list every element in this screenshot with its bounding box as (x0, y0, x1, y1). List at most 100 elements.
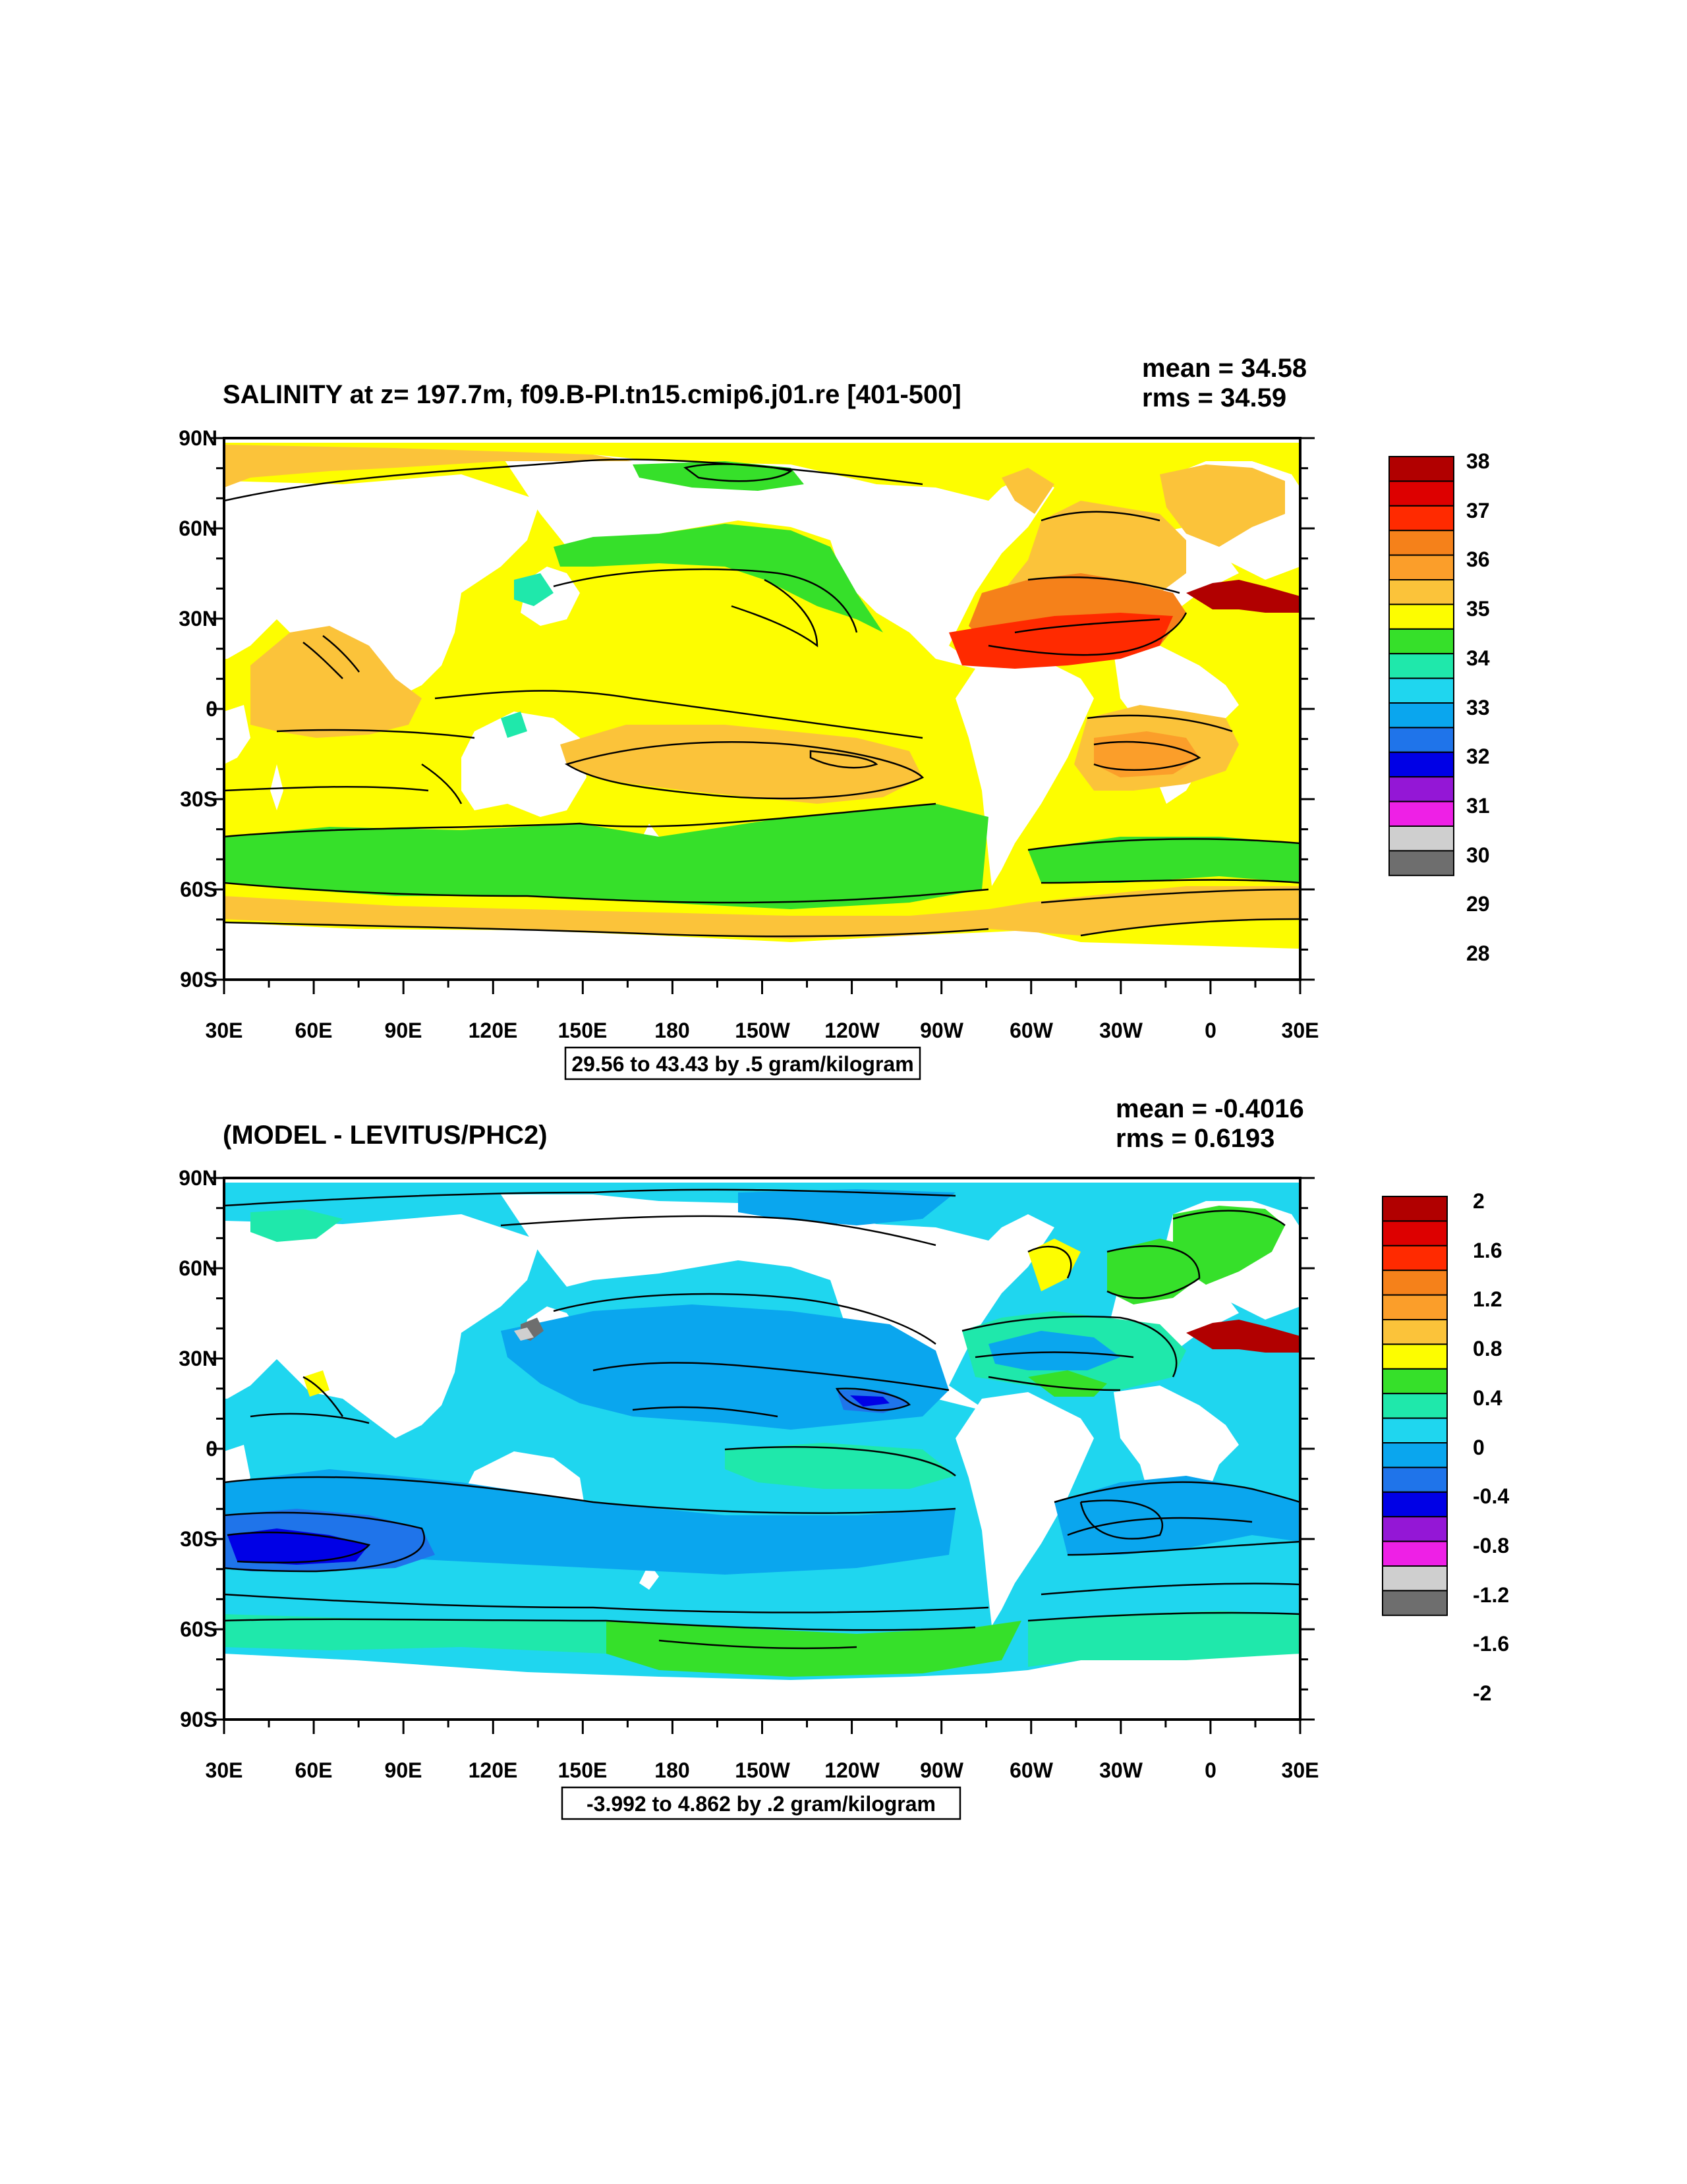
colorbar-swatch (1388, 751, 1454, 778)
colorbar-label: -0.4 (1473, 1484, 1509, 1508)
range-label: -3.992 to 4.862 by .2 gram/kilogram (586, 1792, 936, 1816)
colorbar-swatch (1382, 1442, 1448, 1469)
range-label-box (564, 1046, 921, 1080)
colorbar-swatch (1382, 1245, 1448, 1272)
colorbar-swatch (1382, 1590, 1448, 1616)
lon-axis-labels: 30E 60E 90E 120E 150E 180 150W 120W 90W … (206, 1758, 1319, 1782)
range-label-box (561, 1786, 961, 1820)
map-field (224, 438, 1300, 980)
lon-label: 90E (385, 1019, 422, 1042)
colorbar (1388, 456, 1454, 876)
lon-label: 150E (558, 1758, 608, 1782)
colorbar-swatch (1388, 653, 1454, 679)
lon-label: 30W (1099, 1019, 1143, 1042)
colorbar-swatch (1388, 850, 1454, 876)
colorbar-swatch (1382, 1294, 1448, 1320)
colorbar-label: 34 (1466, 646, 1490, 670)
lat-ticks (210, 1177, 1315, 1734)
colorbar-label: 28 (1466, 941, 1490, 965)
lon-label: 120W (824, 1758, 880, 1782)
colorbar-swatch (1388, 702, 1454, 729)
colorbar-swatch (1388, 505, 1454, 532)
lon-label: 180 (654, 1758, 689, 1782)
lon-label: 150E (558, 1019, 608, 1042)
rms-label: rms = 0.6193 (1116, 1124, 1274, 1153)
colorbar-swatch (1388, 727, 1454, 753)
colorbar-swatch (1382, 1540, 1448, 1567)
colorbar-swatch (1388, 677, 1454, 704)
colorbar-label: -1.6 (1473, 1632, 1509, 1656)
contour-lines (224, 459, 1300, 938)
colorbar-label: -2 (1473, 1681, 1491, 1705)
lon-label: 60W (1010, 1758, 1054, 1782)
lat-label: 90N (179, 426, 217, 450)
colorbar-swatch (1382, 1516, 1448, 1542)
colorbar-swatch (1382, 1220, 1448, 1246)
colorbar-swatch (1388, 554, 1454, 580)
lon-label: 0 (1205, 1019, 1216, 1042)
colorbar-swatch (1382, 1270, 1448, 1296)
colorbar-labels: 2 1.6 1.2 0.8 0.4 0 -0.4 -0.8 -1.2 -1.6 … (1473, 1189, 1509, 1705)
colorbar-swatch (1382, 1565, 1448, 1592)
lat-axis-labels: 90N 60N 30N 0 30S 60S 90S (179, 426, 217, 992)
lat-label: 0 (206, 1437, 217, 1461)
colorbar-label: 1.6 (1473, 1239, 1502, 1262)
colorbar-swatch (1382, 1393, 1448, 1419)
lat-label: 90N (179, 1166, 217, 1190)
colorbar-swatch (1388, 603, 1454, 630)
colorbar-swatch (1382, 1319, 1448, 1345)
colorbar-label: -0.8 (1473, 1534, 1509, 1557)
colorbar-swatch (1388, 800, 1454, 827)
salinity-regions (224, 445, 1300, 939)
lon-label: 30E (206, 1758, 243, 1782)
rms-label: rms = 34.59 (1142, 383, 1286, 412)
lon-axis-labels: 30E 60E 90E 120E 150E 180 150W 120W 90W … (206, 1019, 1319, 1042)
colorbar-label: 38 (1466, 449, 1490, 473)
lon-label: 30E (206, 1019, 243, 1042)
colorbar-swatch (1388, 776, 1454, 802)
lat-label: 0 (206, 697, 217, 721)
map-field (224, 1178, 1300, 1720)
lon-label: 60W (1010, 1019, 1054, 1042)
colorbar-swatch (1382, 1343, 1448, 1370)
lon-label: 60E (295, 1019, 333, 1042)
colorbar-swatch (1382, 1491, 1448, 1518)
lat-label: 30N (179, 607, 217, 630)
lon-label: 120E (469, 1758, 518, 1782)
mean-label: mean = -0.4016 (1116, 1094, 1304, 1123)
colorbar-label: 36 (1466, 547, 1490, 571)
colorbar-label: -1.2 (1473, 1583, 1509, 1607)
lon-label: 150W (735, 1019, 790, 1042)
colorbar-swatch (1388, 530, 1454, 556)
colorbar-label: 30 (1466, 843, 1490, 867)
lat-label: 30S (180, 1527, 217, 1551)
lat-label: 60S (180, 1617, 217, 1641)
lon-label: 90W (920, 1758, 964, 1782)
panel-title: (MODEL - LEVITUS/PHC2) (223, 1121, 548, 1150)
difference-regions (224, 1189, 1300, 1677)
lon-label: 120W (824, 1019, 880, 1042)
lat-label: 60S (180, 878, 217, 901)
lon-label: 90W (920, 1019, 964, 1042)
contour-lines (224, 1189, 1300, 1650)
colorbar-swatch (1388, 480, 1454, 507)
lat-ticks (210, 437, 1315, 994)
lon-label: 180 (654, 1019, 689, 1042)
lon-label: 30W (1099, 1758, 1143, 1782)
colorbar-swatch (1388, 628, 1454, 655)
range-label: 29.56 to 43.43 by .5 gram/kilogram (571, 1052, 913, 1076)
panel-title: SALINITY at z= 197.7m, f09.B-PI.tn15.cmi… (223, 380, 961, 409)
colorbar-label: 31 (1466, 794, 1490, 818)
colorbar-swatch (1388, 579, 1454, 605)
colorbar-swatch (1388, 826, 1454, 852)
colorbar-label: 33 (1466, 696, 1490, 719)
colorbar-label: 0 (1473, 1436, 1485, 1459)
lon-label: 30E (1282, 1758, 1319, 1782)
lon-label: 60E (295, 1758, 333, 1782)
lat-label: 30N (179, 1347, 217, 1370)
lat-label: 90S (180, 968, 217, 992)
colorbar-label: 37 (1466, 499, 1490, 522)
lat-label: 60N (179, 517, 217, 540)
panel-difference: (MODEL - LEVITUS/PHC2) mean = -0.4016 rm… (179, 1094, 1509, 1820)
